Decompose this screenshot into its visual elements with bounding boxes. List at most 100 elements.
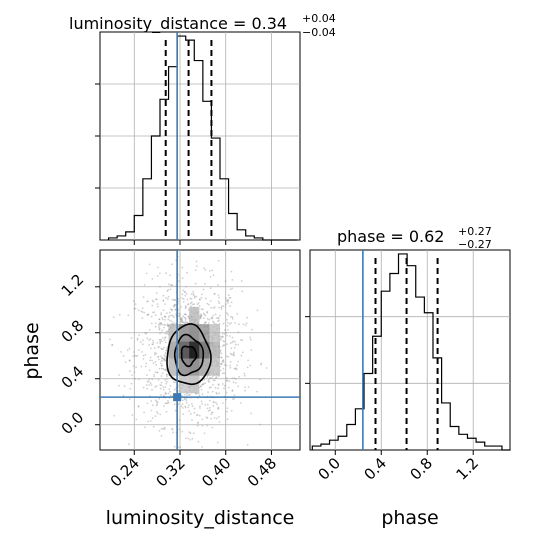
joint-scatter-point: [158, 328, 161, 331]
joint-scatter-point: [157, 378, 160, 381]
joint-scatter-point: [209, 276, 212, 278]
joint-scatter-point: [167, 401, 170, 404]
joint-scatter-point: [164, 359, 167, 362]
joint-scatter-point: [233, 377, 236, 379]
joint-scatter-point: [199, 407, 201, 409]
joint-scatter-point: [191, 437, 194, 440]
joint-scatter-point: [212, 400, 215, 403]
joint-scatter-point: [163, 368, 166, 371]
joint-scatter-point: [189, 432, 192, 435]
joint-scatter-point: [154, 325, 157, 328]
joint-scatter-point: [138, 334, 141, 336]
joint-scatter-point: [143, 311, 146, 314]
phase-title-sub: −0.27: [458, 238, 492, 251]
joint-scatter-point: [201, 446, 203, 448]
joint-scatter-point: [161, 357, 164, 360]
joint-scatter-point: [256, 309, 259, 312]
joint-scatter-point: [151, 278, 154, 280]
joint-scatter-point: [169, 288, 172, 291]
joint-scatter-point: [227, 302, 229, 304]
joint-density-cell: [178, 358, 190, 376]
joint-scatter-point: [161, 329, 164, 332]
joint-scatter-point: [169, 319, 171, 322]
joint-scatter-point: [160, 381, 163, 384]
joint-scatter-point: [179, 446, 182, 448]
joint-scatter-point: [217, 406, 220, 409]
joint-scatter-point: [179, 318, 182, 321]
joint-scatter-point: [132, 300, 135, 302]
joint-scatter-point: [195, 392, 197, 395]
joint-scatter-point: [199, 313, 202, 316]
joint-scatter-point: [229, 288, 232, 291]
joint-scatter-point: [221, 383, 224, 385]
joint-scatter-point: [168, 311, 171, 314]
joint-scatter-point: [151, 388, 153, 391]
joint-scatter-point: [223, 387, 225, 390]
joint-scatter-point: [190, 305, 192, 307]
joint-scatter-point: [143, 411, 146, 414]
phase-hist-xticks: 0.0 0.4 0.8 1.2: [315, 450, 482, 484]
joint-scatter-point: [167, 400, 169, 402]
joint-scatter-point: [229, 323, 231, 325]
joint-scatter-point: [150, 315, 153, 318]
joint-scatter-point: [249, 336, 252, 339]
joint-scatter-point: [147, 420, 150, 423]
joint-scatter-point: [229, 297, 232, 299]
joint-scatter-point: [177, 312, 180, 315]
joint-scatter-point: [199, 405, 201, 408]
phase-hist-quantiles: [374, 258, 439, 450]
joint-scatter-point: [197, 440, 200, 443]
joint-scatter-point: [247, 359, 250, 362]
joint-scatter-point: [149, 359, 151, 362]
joint-scatter-point: [224, 280, 227, 283]
joint-scatter-point: [162, 309, 165, 312]
joint-scatter-point: [197, 422, 199, 424]
joint-scatter-point: [168, 315, 171, 317]
joint-scatter-point: [145, 331, 148, 334]
joint-scatter-point: [189, 393, 192, 396]
joint-scatter-point: [160, 393, 163, 396]
joint-scatter-point: [169, 308, 172, 311]
joint-scatter-point: [182, 289, 185, 292]
joint-scatter-point: [143, 284, 146, 286]
joint-scatter-point: [215, 391, 218, 394]
joint-scatter-point: [171, 308, 173, 311]
joint-scatter-point: [142, 386, 145, 389]
joint-scatter-point: [249, 364, 252, 367]
ld-hist-panel: luminosity_distance = 0.34 +0.04 −0.04: [69, 12, 336, 245]
joint-scatter-point: [224, 297, 227, 300]
joint-scatter-point: [144, 331, 147, 334]
joint-scatter-point: [165, 330, 168, 333]
joint-scatter-point: [179, 320, 182, 323]
joint-scatter-point: [168, 388, 171, 391]
joint-scatter-point: [209, 376, 211, 379]
joint-scatter-point: [165, 378, 168, 380]
joint-scatter-point: [135, 418, 138, 421]
joint-scatter-point: [211, 390, 214, 393]
joint-scatter-point: [170, 314, 173, 317]
joint-scatter-point: [131, 374, 133, 376]
joint-scatter-point: [198, 298, 201, 301]
joint-scatter-point: [233, 398, 236, 400]
joint-scatter-point: [171, 322, 174, 325]
joint-scatter-point: [160, 365, 163, 367]
joint-scatter-point: [128, 398, 131, 401]
joint-scatter-point: [230, 270, 233, 273]
joint-scatter-point: [159, 340, 162, 343]
joint-scatter-point: [231, 279, 234, 281]
joint-scatter-point: [204, 297, 207, 300]
joint-scatter-point: [181, 403, 184, 405]
joint-scatter-point: [200, 314, 203, 317]
joint-scatter-point: [199, 316, 202, 319]
ld-title-sup: +0.04: [302, 12, 336, 25]
joint-scatter-point: [159, 272, 161, 275]
joint-scatter-point: [153, 373, 155, 376]
joint-panel: 0.24 0.32 0.40 0.48 0.0 0.4 0.8 1.2 luminosity…: [21, 249, 301, 529]
joint-scatter-point: [222, 367, 225, 370]
joint-scatter-point: [212, 379, 215, 382]
joint-scatter-point: [184, 405, 187, 408]
joint-scatter-point: [173, 299, 176, 301]
joint-scatter-point: [227, 386, 230, 389]
joint-scatter-point: [222, 305, 225, 308]
joint-scatter-point: [209, 409, 212, 412]
